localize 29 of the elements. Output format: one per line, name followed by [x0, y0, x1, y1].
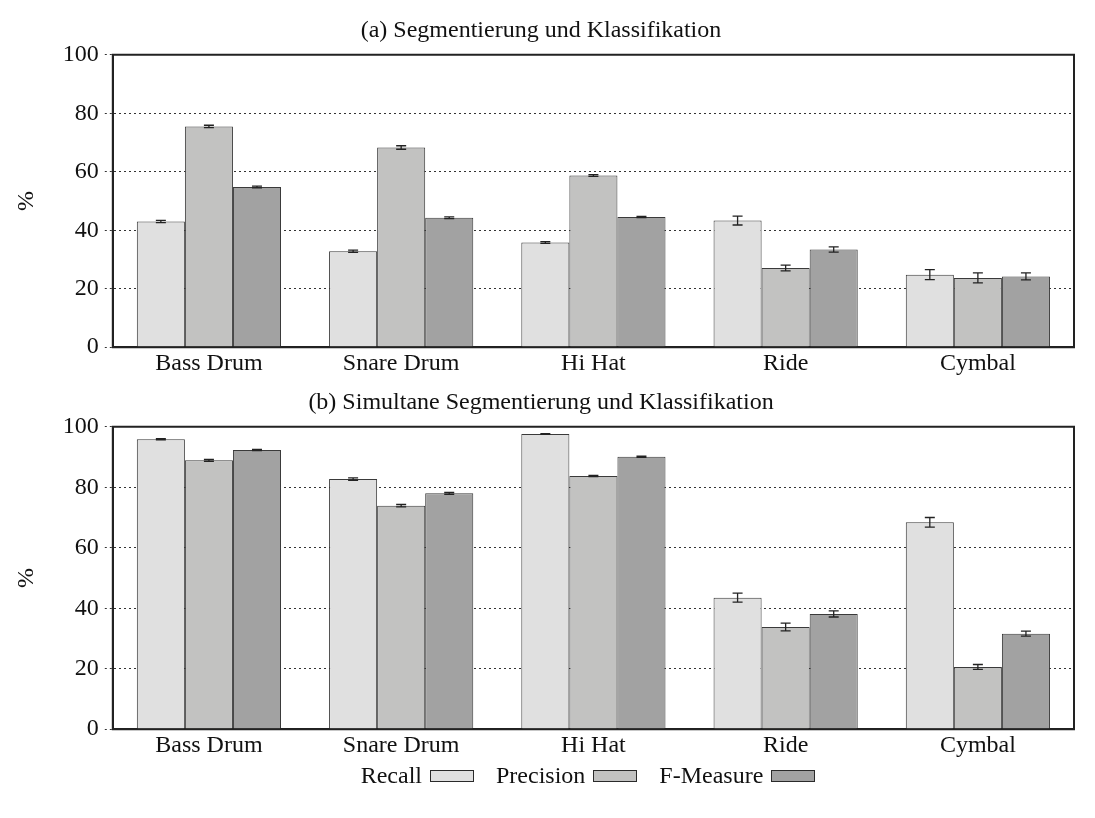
y-axis-title: % [11, 191, 38, 211]
chart-title: (a) Segmentierung und Klassifikation [360, 15, 722, 42]
y-tick-label: 80 [74, 472, 99, 499]
legend-label: Recall [360, 762, 422, 789]
y-tick-label: 100 [62, 40, 99, 67]
x-tick-label: Bass Drum [155, 348, 263, 375]
y-tick-label: 60 [74, 533, 99, 560]
x-tick-label: Cymbal [939, 730, 1017, 757]
x-tick-label: Ride [762, 730, 809, 757]
y-axis-title: % [11, 568, 38, 588]
x-tick-label: Ride [762, 348, 809, 375]
y-tick-label: 0 [86, 714, 99, 741]
x-tick-label: Hi Hat [561, 730, 627, 757]
y-tick-label: 0 [86, 332, 99, 359]
y-tick-label: 80 [74, 98, 99, 125]
x-tick-label: Snare Drum [342, 730, 460, 757]
x-tick-label: Hi Hat [561, 348, 627, 375]
y-tick-label: 20 [74, 274, 99, 301]
legend-label: Precision [496, 762, 586, 789]
x-tick-label: Bass Drum [155, 730, 263, 757]
y-tick-label: 60 [74, 157, 99, 184]
y-tick-label: 20 [74, 654, 99, 681]
x-tick-label: Snare Drum [342, 348, 460, 375]
y-tick-label: 40 [74, 215, 99, 242]
legend-label: F-Measure [659, 762, 764, 789]
y-tick-label: 40 [74, 593, 99, 620]
chart-title: (b) Simultane Segmentierung und Klassifikation [308, 387, 774, 414]
y-tick-label: 100 [62, 412, 99, 439]
x-tick-label: Cymbal [939, 348, 1017, 375]
